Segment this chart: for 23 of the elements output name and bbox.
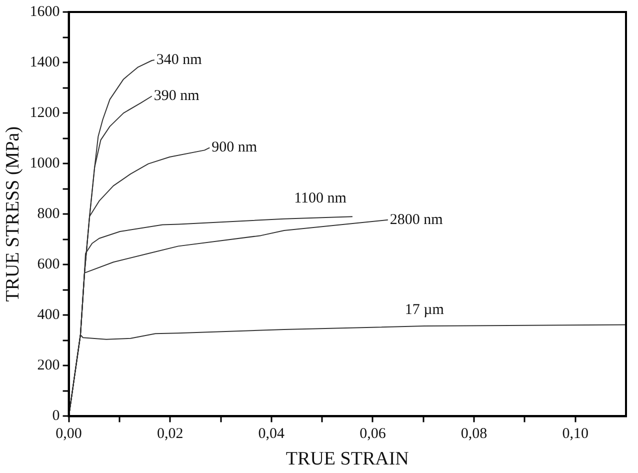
series-label: 390 nm xyxy=(154,88,200,104)
y-tick-label: 1200 xyxy=(30,104,60,121)
y-tick-label: 800 xyxy=(37,206,60,222)
y-tick-label: 600 xyxy=(37,256,60,273)
x-tick-label: 0,02 xyxy=(156,426,184,442)
y-tick-label: 200 xyxy=(37,358,60,374)
x-tick-label: 0,04 xyxy=(258,426,286,442)
y-axis-title: TRUE STRESS (MPa) xyxy=(2,126,24,302)
x-axis-title: TRUE STRAIN xyxy=(286,448,410,470)
series-label: 2800 nm xyxy=(390,212,444,228)
series-label: 900 nm xyxy=(212,140,258,156)
x-tick-label: 0,10 xyxy=(562,426,588,442)
y-tick-label: 400 xyxy=(37,307,60,324)
series-label: 340 nm xyxy=(156,52,202,68)
y-tick-label: 1600 xyxy=(30,4,60,20)
x-tick-label: 0,00 xyxy=(56,426,82,442)
x-tick-label: 0,08 xyxy=(460,426,488,442)
series-label: 17 µm xyxy=(404,302,444,318)
y-tick-label: 0 xyxy=(52,408,60,424)
x-tick-label: 0,06 xyxy=(360,426,386,442)
series-label: 1100 nm xyxy=(294,190,347,207)
y-tick-label: 1400 xyxy=(30,54,60,70)
y-tick-label: 1000 xyxy=(30,156,60,172)
